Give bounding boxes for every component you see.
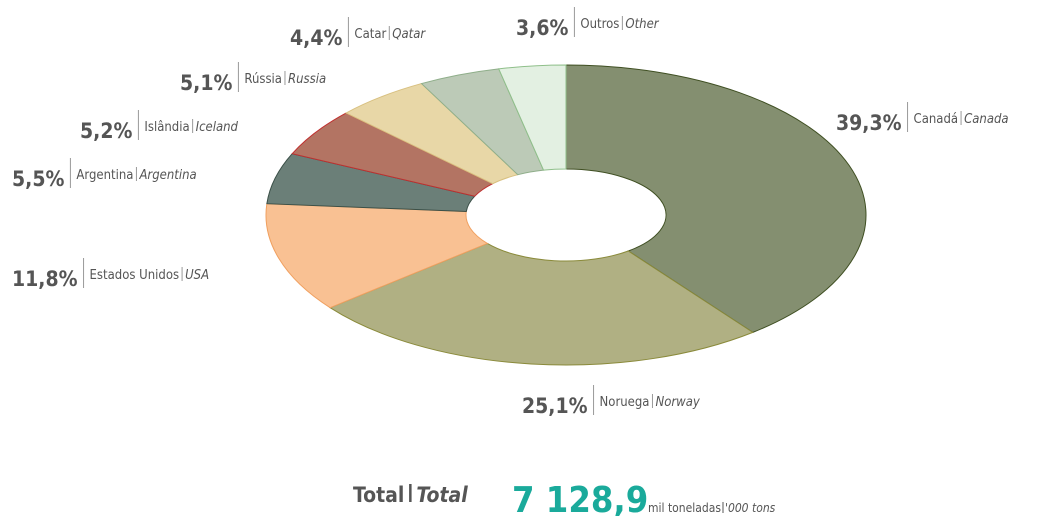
value-label: 39,3% — [836, 111, 902, 135]
slice — [329, 242, 754, 366]
category-label: Argentina — [76, 168, 133, 183]
category-label: Islândia — [144, 120, 189, 135]
category-label: Catar — [354, 27, 386, 42]
category-label: Outros — [580, 17, 619, 32]
value-label: 5,1% — [180, 71, 232, 95]
category-label: Estados Unidos — [90, 268, 180, 283]
category-label: Noruega — [600, 395, 650, 410]
total-label: Total — [353, 483, 404, 507]
total-label-en: Total — [416, 483, 468, 507]
value-label: 5,2% — [80, 119, 132, 143]
slice — [565, 64, 867, 333]
total: Total Total 7 128,9 mil toneladas '000 t… — [353, 480, 776, 516]
total-unit: mil toneladas — [648, 501, 721, 515]
category-label-en: Canada — [964, 112, 1009, 127]
labels: 39,3% Canadá Canada 25,1% Noruega Norway 11,8%… — [12, 7, 1009, 418]
category-label-en: Norway — [655, 395, 700, 410]
value-label: 3,6% — [516, 16, 568, 40]
category-label-en: Qatar — [392, 27, 426, 42]
total-unit-en: '000 tons — [725, 501, 776, 515]
category-label-en: Iceland — [196, 120, 239, 135]
category-label-en: Russia — [288, 72, 326, 87]
total-value: 7 128,9 — [512, 480, 648, 516]
slice — [265, 203, 489, 309]
category-label-en: Argentina — [138, 168, 196, 183]
category-label: Canadá — [914, 112, 959, 127]
value-label: 5,5% — [12, 167, 64, 191]
category-label-en: Other — [625, 17, 659, 32]
value-label: 25,1% — [522, 394, 588, 418]
value-label: 11,8% — [12, 267, 78, 291]
value-label: 4,4% — [290, 26, 342, 50]
slice — [497, 64, 567, 171]
donut — [265, 64, 867, 366]
category-label: Rússia — [244, 72, 282, 87]
category-label-en: USA — [185, 268, 209, 283]
